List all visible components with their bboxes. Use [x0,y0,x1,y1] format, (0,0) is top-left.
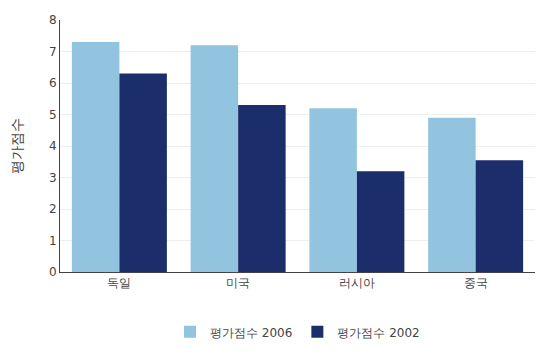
svg-text:평가점수 2002: 평가점수 2002 [337,326,419,340]
svg-text:0: 0 [49,265,57,279]
svg-text:2: 2 [49,202,57,216]
svg-text:평가점수 2006: 평가점수 2006 [210,326,292,340]
svg-text:1: 1 [49,234,57,248]
svg-text:3: 3 [49,171,57,185]
svg-text:8: 8 [49,13,57,27]
svg-text:독일: 독일 [107,276,131,290]
svg-text:7: 7 [49,45,57,59]
svg-text:평가점수: 평가점수 [9,118,25,174]
svg-text:러시아: 러시아 [339,276,375,290]
svg-text:6: 6 [49,76,57,90]
svg-text:5: 5 [49,108,57,122]
svg-text:중국: 중국 [464,276,488,290]
svg-text:미국: 미국 [226,276,250,290]
svg-text:4: 4 [49,139,57,153]
